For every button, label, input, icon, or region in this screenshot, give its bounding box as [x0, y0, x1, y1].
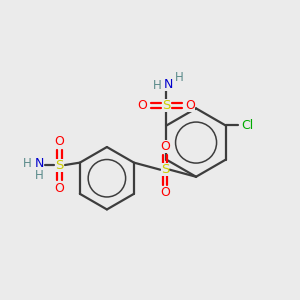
- Text: O: O: [160, 140, 170, 153]
- Text: O: O: [137, 99, 147, 112]
- Text: N: N: [163, 78, 172, 91]
- Text: H: H: [175, 71, 183, 84]
- Text: H: H: [35, 169, 44, 182]
- Text: N: N: [34, 157, 44, 170]
- Text: O: O: [160, 186, 170, 200]
- Text: O: O: [55, 135, 64, 148]
- Text: H: H: [153, 79, 161, 92]
- Text: S: S: [162, 99, 171, 112]
- Text: S: S: [56, 158, 64, 172]
- Text: Cl: Cl: [241, 119, 254, 132]
- Text: O: O: [186, 99, 196, 112]
- Text: S: S: [161, 163, 169, 176]
- Text: O: O: [55, 182, 64, 195]
- Text: H: H: [23, 157, 32, 170]
